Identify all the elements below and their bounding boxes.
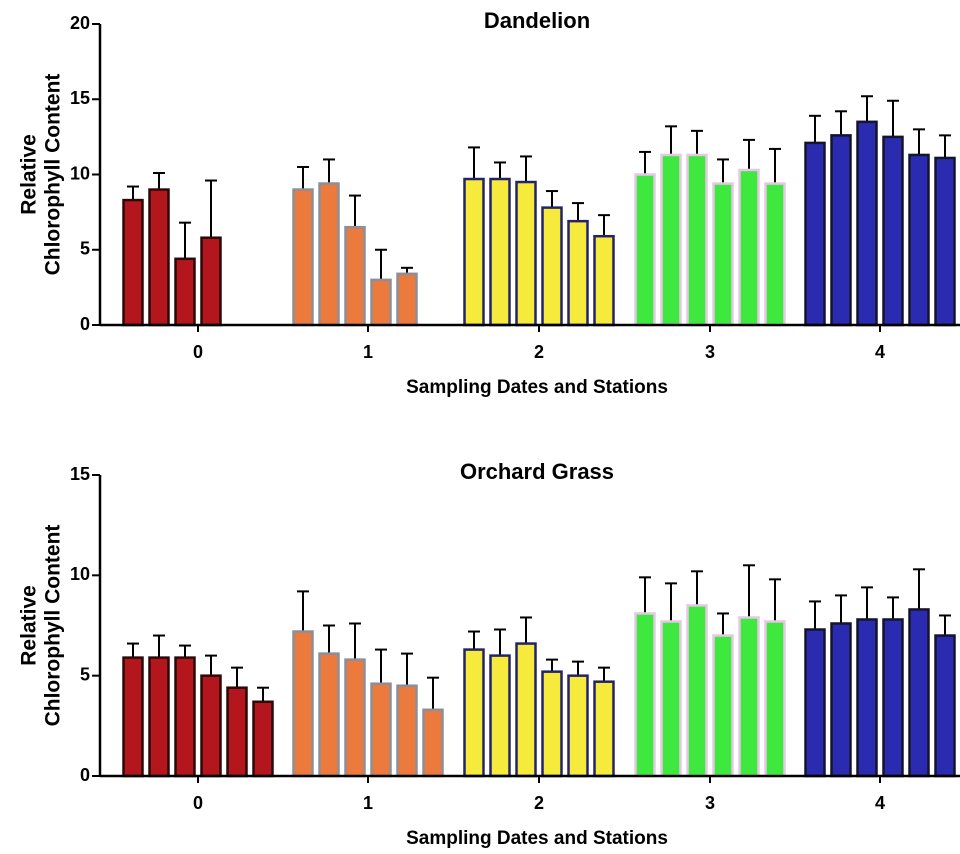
- bar: [148, 656, 170, 778]
- x-tick-label: 2: [534, 342, 544, 362]
- y-axis-label: Relative: [18, 134, 41, 215]
- bar: [541, 670, 563, 778]
- bar: [396, 684, 418, 778]
- x-tick-label: 3: [705, 793, 715, 813]
- bar: [634, 173, 656, 327]
- bar: [200, 674, 222, 778]
- bar: [292, 188, 314, 327]
- bar: [882, 618, 904, 778]
- bar: [489, 177, 511, 327]
- bar: [634, 612, 656, 778]
- bar: [764, 620, 786, 778]
- bar: [882, 135, 904, 327]
- bar: [344, 658, 366, 778]
- bar: [515, 180, 537, 327]
- bar: [908, 608, 930, 778]
- y-axis-label: Relative: [18, 585, 41, 666]
- bar: [422, 708, 444, 778]
- bar: [318, 182, 340, 327]
- chart-title: Dandelion: [484, 8, 590, 33]
- x-tick-label: 0: [193, 342, 203, 362]
- bar: [712, 182, 734, 327]
- bar: [370, 682, 392, 778]
- bar: [934, 156, 956, 327]
- bar: [830, 134, 852, 327]
- x-axis-label: Sampling Dates and Stations: [406, 377, 668, 398]
- bar: [226, 686, 248, 778]
- x-tick-label: 0: [193, 793, 203, 813]
- bar: [804, 141, 826, 327]
- bar: [764, 182, 786, 327]
- x-tick-label: 4: [875, 793, 885, 813]
- bar: [396, 272, 418, 327]
- y-tick-label: 15: [70, 88, 90, 108]
- bar: [122, 656, 144, 778]
- bar: [804, 628, 826, 778]
- bar: [934, 634, 956, 778]
- bar: [489, 654, 511, 778]
- x-tick-label: 1: [363, 342, 373, 362]
- bar: [344, 225, 366, 327]
- bar: [515, 642, 537, 778]
- bar: [856, 120, 878, 327]
- bar: [252, 700, 274, 778]
- bar: [122, 198, 144, 327]
- bar: [174, 656, 196, 778]
- bar: [660, 620, 682, 778]
- y-tick-label: 5: [80, 664, 90, 684]
- bar: [148, 188, 170, 327]
- bar: [686, 604, 708, 778]
- bar: [856, 618, 878, 778]
- y-tick-label: 0: [80, 314, 90, 334]
- bar: [541, 206, 563, 327]
- y-tick-label: 15: [70, 464, 90, 484]
- bar: [908, 153, 930, 327]
- bar: [660, 153, 682, 327]
- bar: [738, 616, 760, 778]
- bar: [738, 168, 760, 327]
- bar: [200, 236, 222, 327]
- chart-title: Orchard Grass: [460, 459, 614, 484]
- y-tick-label: 10: [70, 163, 90, 183]
- x-tick-label: 4: [875, 342, 885, 362]
- y-tick-label: 20: [70, 13, 90, 33]
- y-tick-label: 5: [80, 239, 90, 259]
- bar: [712, 634, 734, 778]
- bar: [593, 234, 615, 327]
- y-tick-label: 0: [80, 765, 90, 785]
- bar: [174, 257, 196, 327]
- bar: [292, 630, 314, 778]
- bar: [567, 219, 589, 327]
- bar: [370, 278, 392, 327]
- x-tick-label: 3: [705, 342, 715, 362]
- x-axis-label: Sampling Dates and Stations: [406, 828, 668, 849]
- bar: [830, 622, 852, 778]
- y-axis-label: Chlorophyll Content: [42, 74, 65, 276]
- bar: [463, 648, 485, 778]
- bar: [463, 177, 485, 327]
- bar: [318, 652, 340, 778]
- x-tick-label: 2: [534, 793, 544, 813]
- bar: [567, 674, 589, 778]
- y-tick-label: 10: [70, 564, 90, 584]
- y-axis-label: Chlorophyll Content: [42, 525, 65, 727]
- bar: [686, 153, 708, 327]
- x-tick-label: 1: [363, 793, 373, 813]
- bar: [593, 680, 615, 778]
